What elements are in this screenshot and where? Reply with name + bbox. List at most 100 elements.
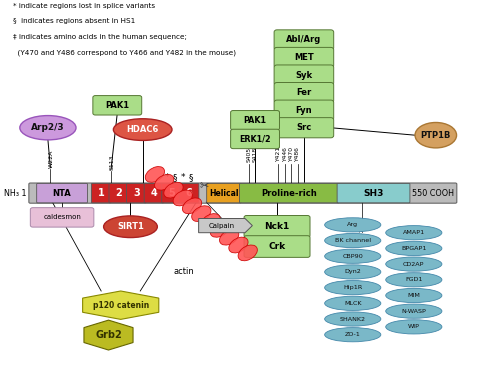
- FancyBboxPatch shape: [240, 183, 339, 203]
- Ellipse shape: [386, 273, 442, 287]
- FancyBboxPatch shape: [230, 111, 280, 130]
- Ellipse shape: [114, 119, 172, 140]
- Ellipse shape: [104, 216, 158, 238]
- Ellipse shape: [182, 198, 202, 214]
- Ellipse shape: [220, 230, 239, 245]
- Ellipse shape: [20, 116, 76, 140]
- Ellipse shape: [386, 304, 442, 318]
- Polygon shape: [84, 320, 133, 350]
- FancyBboxPatch shape: [274, 47, 334, 68]
- Ellipse shape: [173, 190, 193, 206]
- FancyBboxPatch shape: [29, 183, 457, 203]
- Ellipse shape: [324, 312, 381, 326]
- Ellipse shape: [324, 234, 381, 248]
- Ellipse shape: [324, 328, 381, 342]
- Ellipse shape: [386, 226, 442, 240]
- Text: N-WASP: N-WASP: [402, 309, 426, 314]
- Text: actin: actin: [174, 267, 195, 276]
- Ellipse shape: [146, 166, 165, 182]
- FancyBboxPatch shape: [274, 100, 334, 120]
- Text: S405: S405: [246, 147, 252, 162]
- Ellipse shape: [164, 182, 183, 198]
- Text: ‡ indicates amino acids in the human sequence;: ‡ indicates amino acids in the human seq…: [13, 34, 187, 40]
- Text: PAK1: PAK1: [105, 101, 130, 110]
- FancyBboxPatch shape: [274, 118, 334, 138]
- Text: 6: 6: [186, 188, 192, 198]
- Text: NH₃ 1: NH₃ 1: [4, 189, 26, 198]
- Text: Fer: Fer: [296, 88, 312, 97]
- FancyBboxPatch shape: [274, 30, 334, 50]
- Text: MLCK: MLCK: [344, 301, 362, 306]
- Text: Arg: Arg: [347, 222, 358, 227]
- Text: Calpain: Calpain: [209, 223, 235, 229]
- Text: Dyn2: Dyn2: [344, 269, 361, 274]
- Text: Arp2/3: Arp2/3: [31, 123, 64, 132]
- Text: Y470: Y470: [289, 147, 294, 162]
- Text: caldesmon: caldesmon: [43, 214, 81, 220]
- Text: *: *: [165, 173, 170, 182]
- Text: 2: 2: [116, 188, 122, 198]
- Text: Y486: Y486: [296, 148, 300, 162]
- Text: Hip1R: Hip1R: [343, 285, 362, 290]
- FancyBboxPatch shape: [274, 65, 334, 85]
- Text: Src: Src: [296, 123, 312, 132]
- Text: 550 COOH: 550 COOH: [412, 189, 455, 198]
- Ellipse shape: [324, 296, 381, 310]
- FancyBboxPatch shape: [144, 183, 164, 203]
- FancyBboxPatch shape: [126, 183, 146, 203]
- Text: §: §: [172, 173, 177, 182]
- Text: (Y470 and Y486 correspond to Y466 and Y482 in the mouse): (Y470 and Y486 correspond to Y466 and Y4…: [13, 50, 236, 56]
- Ellipse shape: [201, 214, 220, 230]
- Text: NTA: NTA: [52, 189, 72, 198]
- Text: W22A: W22A: [49, 149, 54, 168]
- Ellipse shape: [386, 257, 442, 271]
- Text: Y421: Y421: [276, 147, 281, 162]
- Text: S418: S418: [253, 147, 258, 162]
- Text: FGD1: FGD1: [405, 277, 422, 282]
- Text: *: *: [180, 173, 185, 182]
- Text: SHANK2: SHANK2: [340, 316, 366, 321]
- Text: ✂: ✂: [199, 182, 208, 192]
- Text: Y446: Y446: [283, 148, 288, 162]
- Text: 1: 1: [98, 188, 104, 198]
- Text: PAK1: PAK1: [244, 116, 266, 125]
- FancyBboxPatch shape: [244, 216, 310, 237]
- Text: CBP90: CBP90: [342, 254, 363, 259]
- Text: Grb2: Grb2: [95, 330, 122, 340]
- FancyBboxPatch shape: [206, 183, 242, 203]
- FancyBboxPatch shape: [36, 183, 88, 203]
- Text: BK channel: BK channel: [334, 238, 371, 243]
- FancyBboxPatch shape: [274, 82, 334, 103]
- Ellipse shape: [324, 265, 381, 279]
- FancyBboxPatch shape: [180, 183, 199, 203]
- Text: BPGAP1: BPGAP1: [401, 246, 426, 251]
- Ellipse shape: [324, 280, 381, 295]
- Ellipse shape: [386, 288, 442, 303]
- Text: CD2AP: CD2AP: [403, 262, 424, 267]
- FancyBboxPatch shape: [244, 236, 310, 257]
- Text: ERK1/2: ERK1/2: [239, 134, 271, 143]
- FancyBboxPatch shape: [109, 183, 128, 203]
- FancyBboxPatch shape: [93, 96, 142, 115]
- FancyBboxPatch shape: [337, 183, 410, 203]
- FancyBboxPatch shape: [92, 183, 111, 203]
- Ellipse shape: [324, 249, 381, 263]
- Text: Crk: Crk: [268, 242, 285, 251]
- Text: 3: 3: [133, 188, 140, 198]
- Text: SH3: SH3: [364, 189, 384, 198]
- Text: HDAC6: HDAC6: [126, 125, 159, 134]
- Polygon shape: [82, 291, 159, 320]
- Text: WIP: WIP: [408, 324, 420, 329]
- FancyBboxPatch shape: [30, 208, 94, 227]
- Ellipse shape: [192, 206, 211, 222]
- Polygon shape: [198, 219, 252, 233]
- Ellipse shape: [210, 222, 230, 237]
- Ellipse shape: [238, 245, 258, 261]
- Text: AMAP1: AMAP1: [402, 230, 425, 235]
- Ellipse shape: [386, 241, 442, 255]
- Text: Fyn: Fyn: [296, 106, 312, 115]
- Text: Abl/Arg: Abl/Arg: [286, 35, 322, 44]
- Text: Proline-rich: Proline-rich: [262, 189, 317, 198]
- Text: §  indicates regions absent in HS1: § indicates regions absent in HS1: [13, 18, 136, 24]
- FancyBboxPatch shape: [162, 183, 182, 203]
